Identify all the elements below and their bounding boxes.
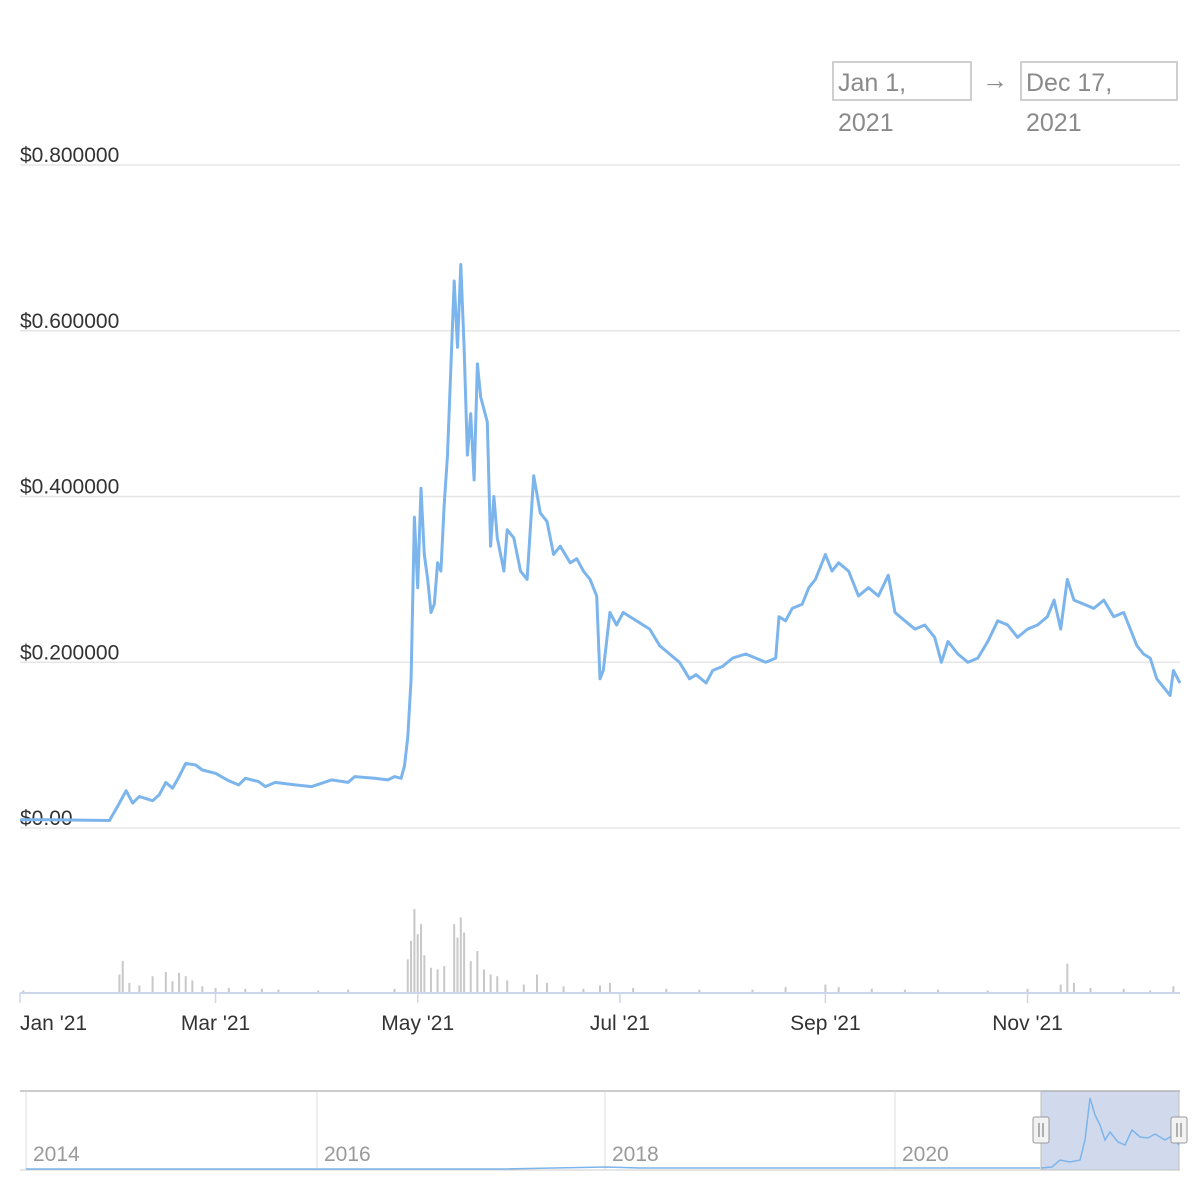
volume-bar	[1059, 984, 1062, 993]
volume-bar	[751, 989, 754, 993]
volume-bar	[870, 988, 873, 993]
volume-bar	[423, 955, 426, 993]
x-tick-label: Nov '21	[992, 1012, 1063, 1035]
volume-bar	[277, 989, 280, 993]
volume-bar	[151, 976, 154, 993]
date-range-start-input[interactable]: Jan 1, 2021	[832, 61, 972, 137]
volume-bar	[536, 974, 539, 993]
volume-bar	[413, 909, 416, 993]
navigator-tick-label: 2014	[33, 1143, 80, 1166]
volume-bar	[1122, 988, 1125, 993]
x-tick-label: Jan '21	[20, 1012, 87, 1035]
volume-bar	[496, 976, 499, 993]
volume-bar	[429, 967, 432, 993]
volume-bar	[469, 961, 472, 993]
volume-bar	[227, 987, 230, 993]
x-tick-label: Jul '21	[590, 1012, 650, 1035]
volume-bar	[562, 986, 565, 993]
volume-bar	[406, 959, 409, 993]
volume-bar	[986, 990, 989, 993]
volume-bar	[453, 924, 456, 993]
navigator-history-line	[26, 1166, 1040, 1170]
volume-bar	[178, 972, 181, 993]
volume-bar	[416, 934, 419, 993]
volume-bar	[410, 940, 413, 993]
volume-bar	[463, 932, 466, 993]
volume-bar	[599, 985, 601, 993]
volume-bar	[317, 990, 320, 993]
navigator[interactable]: 2014 2016 2018 2020	[20, 1090, 1188, 1171]
volume-bar	[260, 988, 263, 993]
x-tick-label: Mar '21	[181, 1012, 250, 1035]
navigator-handle-right[interactable]	[1170, 1116, 1188, 1144]
volume-bar	[489, 974, 492, 993]
y-tick-label: $0.200000	[20, 641, 119, 664]
volume-bar	[138, 985, 141, 993]
volume-bar	[1149, 990, 1152, 993]
y-tick-label: $0.800000	[20, 144, 119, 167]
navigator-ticks: 2014 2016 2018 2020	[33, 1091, 949, 1170]
volume-bar	[665, 988, 668, 993]
volume-bar	[1066, 963, 1069, 993]
volume-bar	[545, 982, 548, 993]
navigator-tick-label: 2018	[612, 1143, 659, 1166]
volume-bar	[244, 988, 247, 993]
volume-bar	[1089, 987, 1092, 993]
volume-bar	[608, 982, 611, 993]
volume-bar	[128, 982, 131, 993]
volume-bar	[171, 981, 174, 993]
y-axis-ticks: $0.00$0.200000$0.400000$0.600000$0.80000…	[20, 144, 119, 830]
volume-bar	[393, 988, 396, 993]
volume-bar	[201, 986, 204, 993]
grid-lines	[20, 164, 1180, 829]
volume-bar	[824, 984, 827, 993]
x-axis-ticks: Jan '21 Mar '21 May '21 Jul '21 Sep '21 Nov '…	[19, 993, 1063, 1035]
volume-bars	[22, 909, 1175, 993]
navigator-handle-left[interactable]	[1032, 1116, 1050, 1144]
volume-bar	[459, 917, 462, 993]
volume-bar	[522, 984, 525, 993]
volume-bar	[456, 937, 459, 993]
volume-bar	[837, 987, 840, 993]
date-range-arrow-icon: →	[982, 65, 1008, 95]
volume-bar	[582, 988, 585, 993]
volume-bar	[506, 980, 509, 993]
volume-bar	[118, 974, 121, 993]
volume-bar	[347, 989, 350, 993]
volume-bar	[22, 990, 25, 993]
volume-bar	[1072, 982, 1075, 993]
volume-bar	[1026, 988, 1029, 993]
volume-bar	[937, 989, 940, 993]
x-tick-label: Sep '21	[790, 1012, 861, 1035]
navigator-tick-label: 2020	[902, 1143, 949, 1166]
navigator-selected-line	[1040, 1097, 1180, 1169]
price-series-line[interactable]	[20, 263, 1182, 822]
volume-bar	[1172, 986, 1175, 993]
volume-bar	[184, 976, 187, 993]
volume-bar	[191, 980, 194, 993]
x-tick-label: May '21	[381, 1012, 454, 1035]
volume-bar	[164, 972, 167, 993]
volume-bar	[121, 961, 124, 993]
volume-bar	[698, 989, 701, 993]
volume-bar	[420, 924, 423, 993]
volume-bar	[632, 987, 635, 993]
volume-bar	[214, 987, 217, 993]
navigator-tick-label: 2016	[324, 1143, 371, 1166]
volume-bar	[443, 966, 446, 993]
date-range-end-input[interactable]: Dec 17, 2021	[1020, 61, 1178, 137]
volume-bar	[784, 987, 787, 993]
volume-bar	[903, 989, 906, 993]
volume-bar	[476, 951, 479, 993]
y-tick-label: $0.600000	[20, 310, 119, 333]
volume-bar	[436, 969, 439, 993]
navigator-selection[interactable]	[1040, 1090, 1180, 1171]
volume-bar	[483, 969, 485, 993]
y-tick-label: $0.400000	[20, 476, 119, 499]
